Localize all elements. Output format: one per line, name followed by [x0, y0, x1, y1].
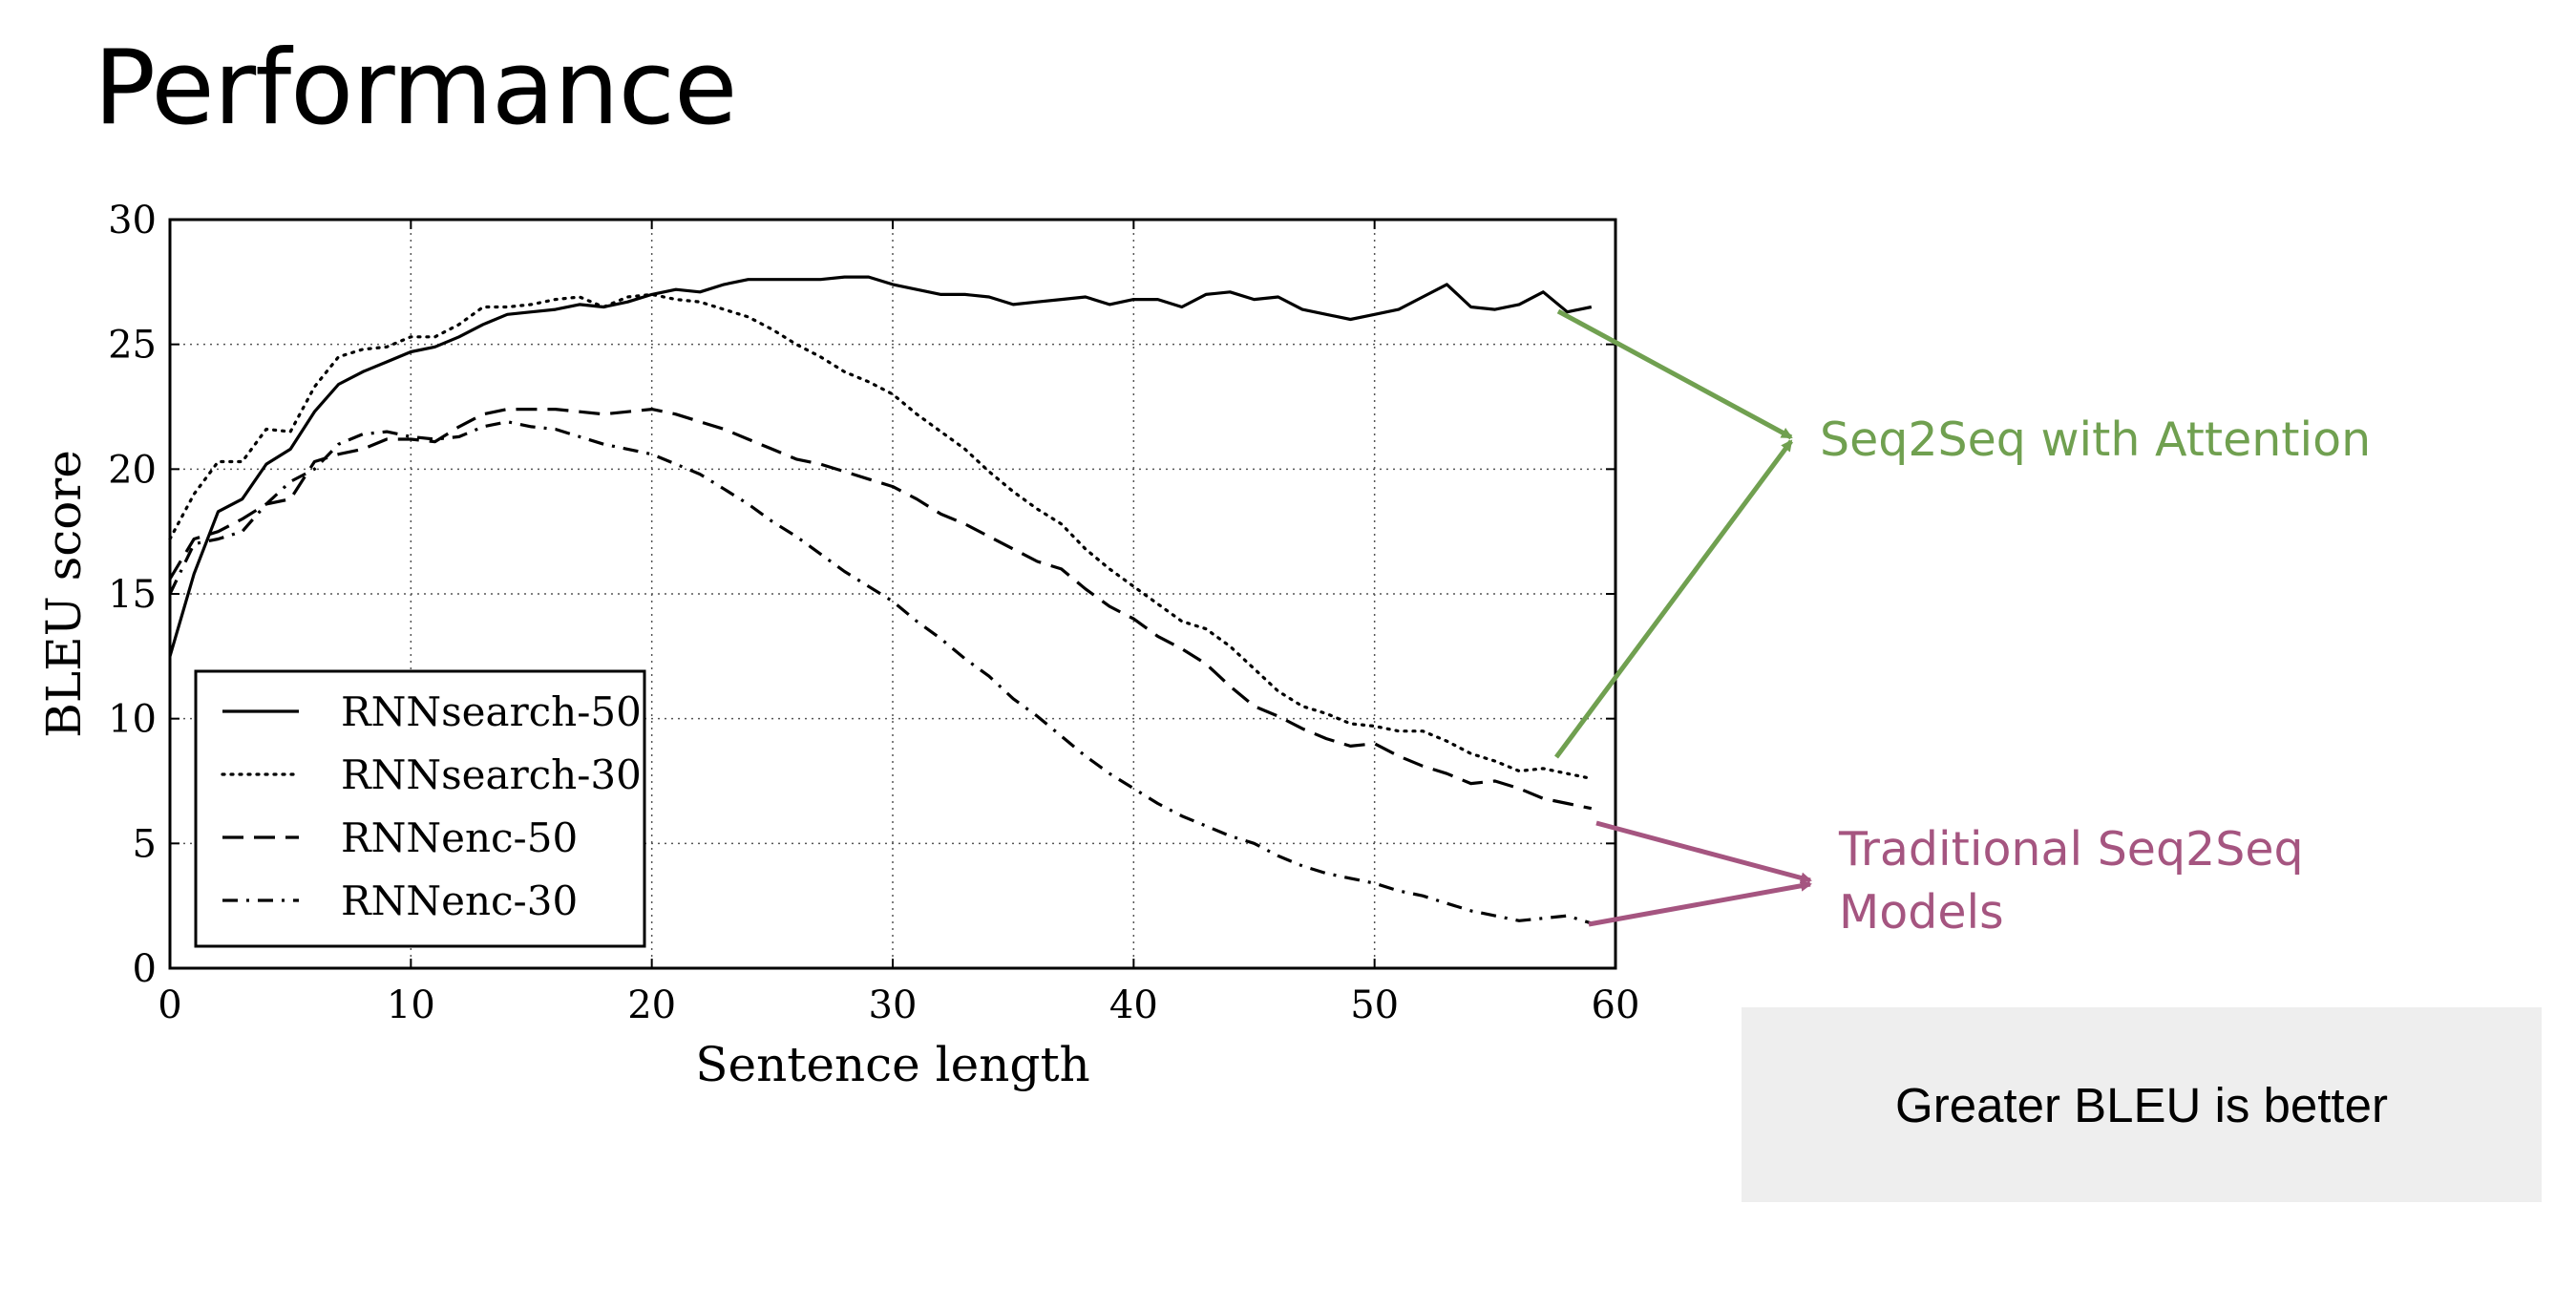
- y-tick-label: 10: [108, 698, 157, 742]
- y-axis-label: BLEU score: [36, 450, 92, 738]
- legend-label: RNNsearch-50: [341, 688, 642, 735]
- x-tick-label: 0: [158, 983, 181, 1027]
- traditional-arrow: [1588, 879, 1812, 927]
- x-axis-label: Sentence length: [695, 1037, 1090, 1092]
- note-box: Greater BLEU is better: [1742, 1007, 2542, 1202]
- legend-label: RNNenc-30: [341, 877, 578, 924]
- y-tick-label: 5: [133, 822, 157, 866]
- attention-arrow: [1553, 439, 1794, 759]
- x-tick-label: 10: [387, 983, 435, 1027]
- note-text: Greater BLEU is better: [1895, 1077, 2388, 1132]
- annotation-traditional: Traditional Seq2Seq Models: [1839, 822, 2304, 940]
- series-line-rnnsearch-30: [168, 292, 1594, 781]
- slide-title: Performance: [94, 29, 737, 148]
- x-tick-label: 20: [627, 983, 676, 1027]
- y-tick-label: 25: [108, 324, 157, 368]
- x-tick-label: 50: [1350, 983, 1399, 1027]
- attention-arrow: [1556, 308, 1793, 440]
- series-line-rnnenc-30: [168, 420, 1593, 925]
- annotation-attention: Seq2Seq with Attention: [1820, 412, 2372, 467]
- x-tick-label: 60: [1592, 983, 1640, 1027]
- series-line-rnnsearch-50: [168, 275, 1593, 657]
- y-tick-label: 30: [108, 199, 157, 243]
- series-line-rnnenc-50: [168, 408, 1593, 811]
- y-tick-label: 0: [133, 947, 157, 991]
- x-tick-label: 40: [1109, 983, 1158, 1027]
- x-tick-label: 30: [869, 983, 918, 1027]
- traditional-arrow: [1595, 820, 1812, 884]
- y-tick-label: 20: [108, 448, 157, 492]
- y-tick-label: 15: [108, 573, 157, 617]
- legend-label: RNNenc-50: [341, 814, 578, 861]
- legend-label: RNNsearch-30: [341, 751, 642, 798]
